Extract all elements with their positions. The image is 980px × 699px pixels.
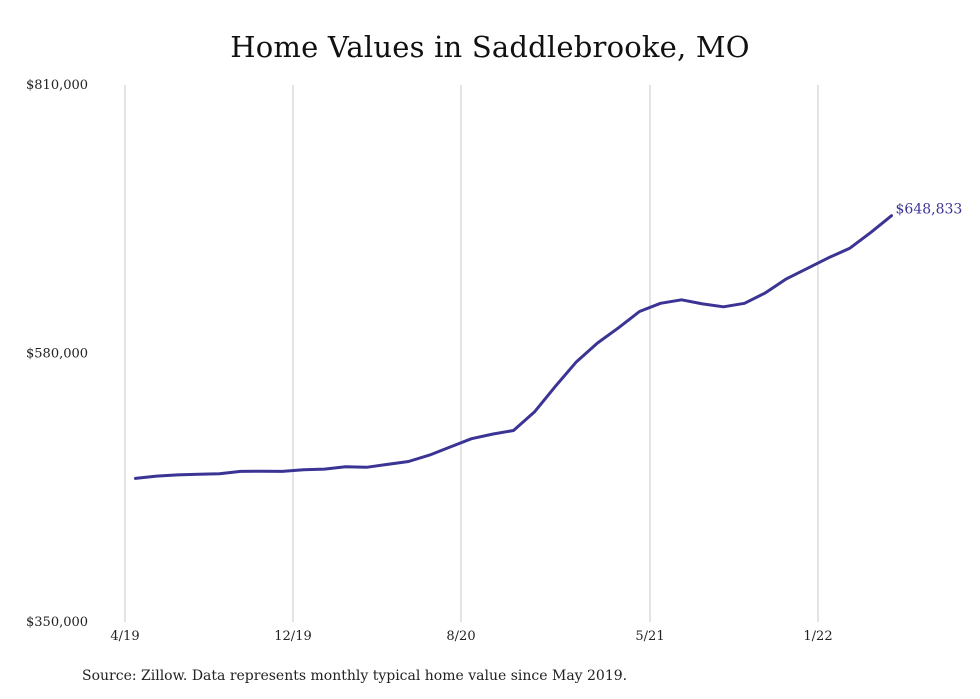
x-tick-label: 5/21 xyxy=(635,629,664,644)
series-line xyxy=(134,214,893,480)
x-tick-label: 8/20 xyxy=(446,629,475,644)
chart-title: Home Values in Saddlebrooke, MO xyxy=(230,30,750,64)
y-tick-label: $580,000 xyxy=(26,347,88,362)
y-tick-label: $350,000 xyxy=(26,615,88,630)
grid-layer xyxy=(124,85,819,622)
y-tick-label: $810,000 xyxy=(26,78,88,93)
end-value-label: $648,833 xyxy=(896,202,963,218)
y-axis: $350,000 $580,000 $810,000 xyxy=(26,78,88,630)
x-axis: 4/19 12/19 8/20 5/21 1/22 xyxy=(110,629,832,644)
source-note: Source: Zillow. Data represents monthly … xyxy=(82,668,628,684)
series-layer xyxy=(134,214,893,480)
x-tick-label: 4/19 xyxy=(110,629,139,644)
x-tick-label: 12/19 xyxy=(274,629,311,644)
x-tick-label: 1/22 xyxy=(803,629,832,644)
